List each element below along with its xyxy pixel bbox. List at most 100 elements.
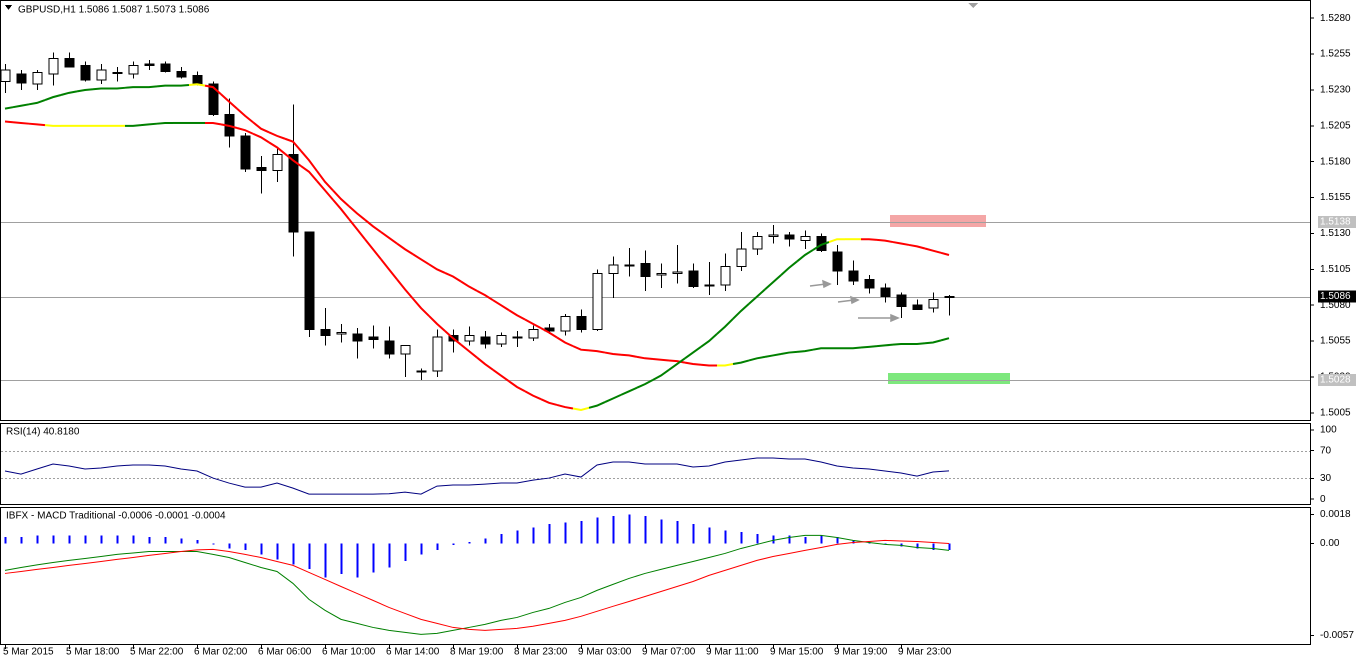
ma-segment bbox=[508, 380, 526, 393]
ma-segment bbox=[125, 124, 142, 127]
y-tick-label: 1.5130 bbox=[1320, 228, 1351, 239]
ma-segment bbox=[12, 121, 30, 125]
ma-segment bbox=[716, 318, 734, 335]
shift-marker bbox=[968, 3, 978, 8]
ma-segment bbox=[700, 333, 718, 348]
ma-segment bbox=[780, 260, 798, 276]
arrow-head bbox=[822, 279, 832, 289]
ma-segment bbox=[764, 274, 782, 291]
ma-segment bbox=[332, 199, 350, 220]
ma-segment bbox=[284, 137, 302, 152]
arrow-head bbox=[890, 313, 900, 323]
ma-segment bbox=[540, 398, 558, 406]
rsi-title: RSI(14) 40.8180 bbox=[6, 427, 80, 438]
ma-segment bbox=[300, 165, 318, 182]
ma-segment bbox=[348, 218, 366, 240]
candle-body bbox=[656, 273, 667, 276]
y-tick-label: 0.00 bbox=[1320, 538, 1340, 549]
ma-segment bbox=[588, 401, 606, 409]
y-tick-label: 1.5105 bbox=[1320, 264, 1351, 275]
x-tick-label: 6 Mar 02:00 bbox=[194, 647, 248, 658]
candle-body bbox=[800, 235, 811, 242]
ma-segment bbox=[572, 345, 590, 352]
price-title: GBPUSD,H1 1.5086 1.5087 1.5073 1.5086 bbox=[18, 5, 210, 16]
ma-segment bbox=[796, 249, 814, 263]
ma-segment bbox=[892, 342, 909, 346]
ma-segment bbox=[620, 353, 638, 358]
candle-body bbox=[160, 63, 171, 72]
y-tick-label: 0.0018 bbox=[1320, 509, 1351, 520]
candle-body bbox=[336, 331, 347, 335]
ma-segment bbox=[460, 343, 478, 359]
ma-segment bbox=[908, 243, 926, 250]
ma-segment bbox=[604, 351, 622, 356]
ma-segment bbox=[380, 258, 398, 280]
candle-body bbox=[720, 265, 731, 286]
ma-segment bbox=[524, 390, 542, 401]
x-tick-label: 9 Mar 19:00 bbox=[834, 647, 888, 658]
y-tick-label: 70 bbox=[1320, 445, 1332, 456]
ma-segment bbox=[748, 355, 766, 362]
level-label-box bbox=[1318, 290, 1356, 303]
ma-segment bbox=[508, 309, 526, 321]
ma-segment bbox=[812, 241, 830, 251]
y-tick-label: 1.5005 bbox=[1320, 407, 1351, 418]
ma-segment bbox=[652, 368, 670, 381]
y-tick-label: 1.5255 bbox=[1320, 49, 1351, 60]
ma-segment bbox=[876, 238, 894, 244]
ma-segment bbox=[396, 242, 414, 256]
support-zone bbox=[888, 373, 1010, 384]
y-tick-label: 1.5155 bbox=[1320, 192, 1351, 203]
y-tick-label: 0 bbox=[1320, 494, 1326, 505]
ma-segment bbox=[428, 315, 446, 332]
menu-triangle[interactable] bbox=[5, 5, 12, 10]
candles bbox=[0, 52, 955, 380]
ma-segment bbox=[732, 359, 750, 366]
candle-body bbox=[480, 336, 491, 345]
candle-body bbox=[64, 57, 75, 68]
ma-segment bbox=[28, 122, 46, 127]
candle-body bbox=[880, 287, 891, 298]
candle-body bbox=[240, 135, 251, 170]
x-tick-label: 5 Mar 22:00 bbox=[130, 647, 184, 658]
ma-segment bbox=[492, 299, 510, 312]
candle-body bbox=[784, 234, 795, 240]
x-tick-label: 6 Mar 10:00 bbox=[322, 647, 376, 658]
y-tick-label: 1.5080 bbox=[1320, 300, 1351, 311]
ma-segment bbox=[428, 263, 446, 274]
ma-segment bbox=[316, 180, 334, 201]
ma-segment bbox=[28, 99, 46, 106]
ma-segment bbox=[492, 368, 510, 383]
candle-body bbox=[912, 304, 923, 311]
ma-segment bbox=[636, 378, 654, 389]
x-tick-label: 9 Mar 15:00 bbox=[770, 647, 824, 658]
ma-segment bbox=[812, 347, 829, 351]
candle-body bbox=[144, 63, 155, 67]
candle-body bbox=[864, 278, 875, 289]
ma-segment bbox=[860, 345, 878, 349]
ma-segment bbox=[476, 356, 494, 371]
ma-segment bbox=[748, 288, 766, 305]
resistance-zone bbox=[890, 215, 986, 227]
ma-segment bbox=[588, 349, 606, 354]
level-label: 1.5138 bbox=[1320, 217, 1351, 228]
candle-body bbox=[256, 166, 267, 171]
candle-body bbox=[752, 235, 763, 250]
ma-segment bbox=[845, 346, 862, 350]
candle-body bbox=[496, 334, 507, 345]
moving-average bbox=[4, 120, 950, 411]
candle-body bbox=[192, 75, 203, 85]
candle-body bbox=[368, 336, 379, 341]
y-tick-label: 1.5205 bbox=[1320, 120, 1351, 131]
candle-body bbox=[592, 273, 603, 331]
x-tick-label: 8 Mar 19:00 bbox=[450, 647, 504, 658]
ma-segment bbox=[909, 342, 926, 345]
ma-segment bbox=[892, 241, 910, 246]
ma-segment bbox=[284, 153, 302, 167]
candle-body bbox=[672, 271, 683, 275]
ma-segment bbox=[940, 337, 950, 342]
candle-body bbox=[608, 264, 619, 275]
